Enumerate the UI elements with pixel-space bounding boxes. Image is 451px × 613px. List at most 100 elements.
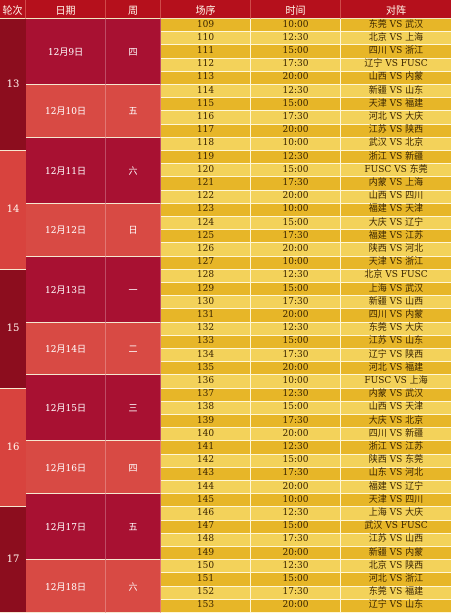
- matchup: 四川 VS 浙江: [368, 45, 424, 56]
- match-row: 135 20:00 河北 VS 福建: [161, 362, 451, 376]
- match-time: 12:30: [251, 85, 341, 98]
- match-number: 113: [161, 71, 251, 84]
- match-row: 118 10:00 武汉 VS 北京: [161, 137, 451, 151]
- match-number: 143: [161, 467, 251, 480]
- match-row: 140 20:00 四川 VS 新疆: [161, 428, 451, 442]
- match-row: 116 17:30 河北 VS 大庆: [161, 111, 451, 125]
- match-number: 146: [161, 507, 251, 520]
- round-cell: 16: [0, 388, 26, 508]
- match-number: 142: [161, 454, 251, 467]
- date-cell: 12月13日: [26, 256, 106, 323]
- match-row: 132 12:30 东莞 VS 大庆: [161, 322, 451, 336]
- match-time: 15:00: [251, 454, 341, 467]
- match-number: 109: [161, 19, 251, 32]
- match-row: 125 17:30 福建 VS 江苏: [161, 230, 451, 244]
- weekday-cell: 四: [106, 441, 161, 495]
- matchup: 福建 VS 辽宁: [368, 481, 424, 492]
- match-number: 119: [161, 151, 251, 164]
- matchup: 新疆 VS 山西: [368, 296, 424, 307]
- match-row: 143 17:30 山东 VS 河北: [161, 467, 451, 481]
- match-number: 124: [161, 217, 251, 230]
- match-time: 10:00: [251, 137, 341, 150]
- matchup: 大庆 VS 北京: [368, 415, 424, 426]
- match-row: 119 12:30 浙江 VS 新疆: [161, 151, 451, 165]
- match-number: 127: [161, 256, 251, 269]
- match-time: 17:30: [251, 177, 341, 190]
- date-cell: 12月9日: [26, 19, 106, 85]
- match-number: 144: [161, 481, 251, 494]
- matchup: 北京 VS 陕西: [368, 560, 424, 571]
- match-number: 123: [161, 203, 251, 216]
- matchup: 武汉 VS FUSC: [364, 521, 428, 532]
- match-row: 120 15:00 FUSC VS 东莞: [161, 164, 451, 178]
- match-time: 15:00: [251, 45, 341, 58]
- match-row: 121 17:30 内蒙 VS 上海: [161, 177, 451, 191]
- match-row: 131 20:00 四川 VS 内蒙: [161, 309, 451, 323]
- match-row: 130 17:30 新疆 VS 山西: [161, 296, 451, 310]
- match-time: 20:00: [251, 190, 341, 203]
- match-row: 112 17:30 辽宁 VS FUSC: [161, 58, 451, 72]
- match-row: 124 15:00 大庆 VS 辽宁: [161, 217, 451, 231]
- match-time: 12:30: [251, 560, 341, 573]
- match-time: 10:00: [251, 203, 341, 216]
- match-time: 15:00: [251, 164, 341, 177]
- date-cell: 12月10日: [26, 85, 106, 138]
- match-time: 20:00: [251, 243, 341, 256]
- match-row: 142 15:00 陕西 VS 东莞: [161, 454, 451, 468]
- weekday-cell: 日: [106, 203, 161, 257]
- date-cell: 12月17日: [26, 494, 106, 561]
- weekday-cell: 六: [106, 137, 161, 204]
- round-cell: 17: [0, 507, 26, 613]
- header-weekday: 周: [106, 0, 161, 19]
- weekday-cell: 一: [106, 256, 161, 323]
- match-number: 152: [161, 586, 251, 599]
- match-time: 15:00: [251, 335, 341, 348]
- header-time: 时间: [251, 0, 341, 19]
- match-number: 135: [161, 362, 251, 375]
- matchup: 四川 VS 内蒙: [368, 309, 424, 320]
- matchup: 辽宁 VS 陕西: [368, 349, 424, 360]
- match-row: 129 15:00 上海 VS 武汉: [161, 283, 451, 297]
- match-number: 110: [161, 32, 251, 45]
- match-row: 153 20:00 辽宁 VS 山东: [161, 599, 451, 613]
- match-number: 131: [161, 309, 251, 322]
- match-time: 17:30: [251, 533, 341, 546]
- match-number: 129: [161, 283, 251, 296]
- match-number: 140: [161, 428, 251, 441]
- matchup: 江苏 VS 山东: [368, 336, 424, 347]
- match-number: 136: [161, 375, 251, 388]
- match-row: 127 10:00 天津 VS 浙江: [161, 256, 451, 270]
- match-row: 138 15:00 山西 VS 天津: [161, 401, 451, 415]
- match-number: 114: [161, 85, 251, 98]
- match-number: 141: [161, 441, 251, 454]
- header-date: 日期: [26, 0, 106, 19]
- date-cell: 12月12日: [26, 203, 106, 257]
- match-row: 111 15:00 四川 VS 浙江: [161, 45, 451, 59]
- match-number: 125: [161, 230, 251, 243]
- matchup: FUSC VS 上海: [364, 375, 428, 386]
- match-number: 134: [161, 349, 251, 362]
- match-time: 15:00: [251, 520, 341, 533]
- matchup: 上海 VS 大庆: [368, 507, 424, 518]
- match-row: 114 12:30 新疆 VS 山东: [161, 85, 451, 99]
- match-time: 15:00: [251, 283, 341, 296]
- match-number: 137: [161, 388, 251, 401]
- match-row: 146 12:30 上海 VS 大庆: [161, 507, 451, 521]
- matchup: 新疆 VS 内蒙: [368, 547, 424, 558]
- matchup: 山西 VS 四川: [368, 191, 424, 202]
- match-row: 148 17:30 江苏 VS 山西: [161, 533, 451, 547]
- match-time: 12:30: [251, 388, 341, 401]
- matchup: 新疆 VS 山东: [368, 85, 424, 96]
- match-row: 123 10:00 福建 VS 天津: [161, 203, 451, 217]
- matchup: 浙江 VS 新疆: [368, 151, 424, 162]
- match-time: 17:30: [251, 586, 341, 599]
- match-row: 147 15:00 武汉 VS FUSC: [161, 520, 451, 534]
- match-row: 122 20:00 山西 VS 四川: [161, 190, 451, 204]
- matchup: 辽宁 VS 山东: [368, 600, 424, 611]
- matchup: 东莞 VS 福建: [368, 587, 424, 598]
- match-time: 20:00: [251, 481, 341, 494]
- header-round: 轮次: [0, 0, 26, 19]
- match-time: 17:30: [251, 349, 341, 362]
- match-row: 139 17:30 大庆 VS 北京: [161, 415, 451, 429]
